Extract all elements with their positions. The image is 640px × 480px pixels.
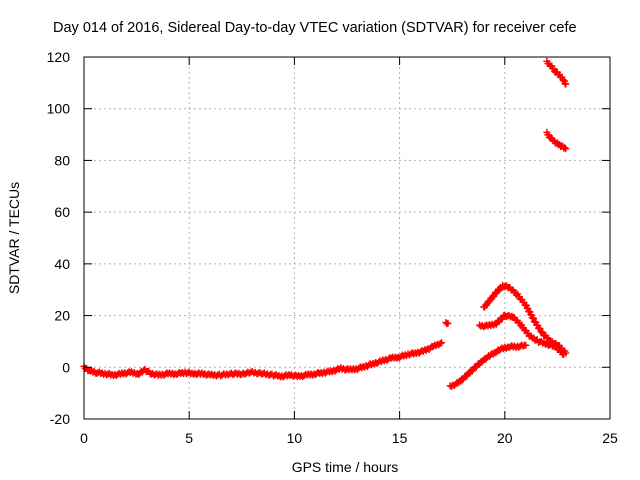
x-axis-label: GPS time / hours xyxy=(292,459,399,475)
data-point xyxy=(444,319,452,327)
data-point xyxy=(522,341,530,349)
axis-ticks xyxy=(83,56,611,420)
series-lower-arc xyxy=(446,341,530,390)
data-point xyxy=(562,349,570,357)
y-tick-label: 80 xyxy=(54,152,70,168)
y-tick-label: -20 xyxy=(50,411,70,427)
data-point xyxy=(562,145,570,153)
x-tick-label: 0 xyxy=(80,430,88,446)
series-middle-arc xyxy=(476,311,568,358)
chart-title: Day 014 of 2016, Sidereal Day-to-day VTE… xyxy=(53,20,577,36)
data-point xyxy=(561,144,569,152)
series-upper-arc xyxy=(480,281,570,357)
x-tick-label: 25 xyxy=(602,430,618,446)
series-high-segment-B xyxy=(543,128,570,153)
y-tick-label: 40 xyxy=(54,256,70,272)
data-point xyxy=(530,315,538,323)
y-tick-label: 60 xyxy=(54,204,70,220)
y-tick-label: 120 xyxy=(47,49,71,65)
plot-frame xyxy=(83,56,611,420)
data-point xyxy=(438,339,446,347)
x-tick-label: 5 xyxy=(185,430,193,446)
grid xyxy=(84,57,610,419)
data-point xyxy=(538,328,546,336)
y-axis-label: SDTVAR / TECUs xyxy=(6,182,22,294)
series-isolated-point xyxy=(442,318,452,328)
x-tick-label: 10 xyxy=(287,430,303,446)
data-point xyxy=(562,80,570,88)
y-tick-label: 100 xyxy=(47,101,71,117)
x-tick-label: 20 xyxy=(497,430,513,446)
series-baseline-track xyxy=(80,339,446,381)
series-high-segment-A xyxy=(543,57,570,88)
tick-labels: 0 5 10 15 20 25 -20 0 20 40 60 80 100 120 xyxy=(47,49,618,446)
x-tick-label: 15 xyxy=(392,430,408,446)
data-points xyxy=(80,57,570,390)
y-tick-label: 0 xyxy=(62,359,70,375)
y-tick-label: 20 xyxy=(54,308,70,324)
data-point xyxy=(559,76,567,84)
